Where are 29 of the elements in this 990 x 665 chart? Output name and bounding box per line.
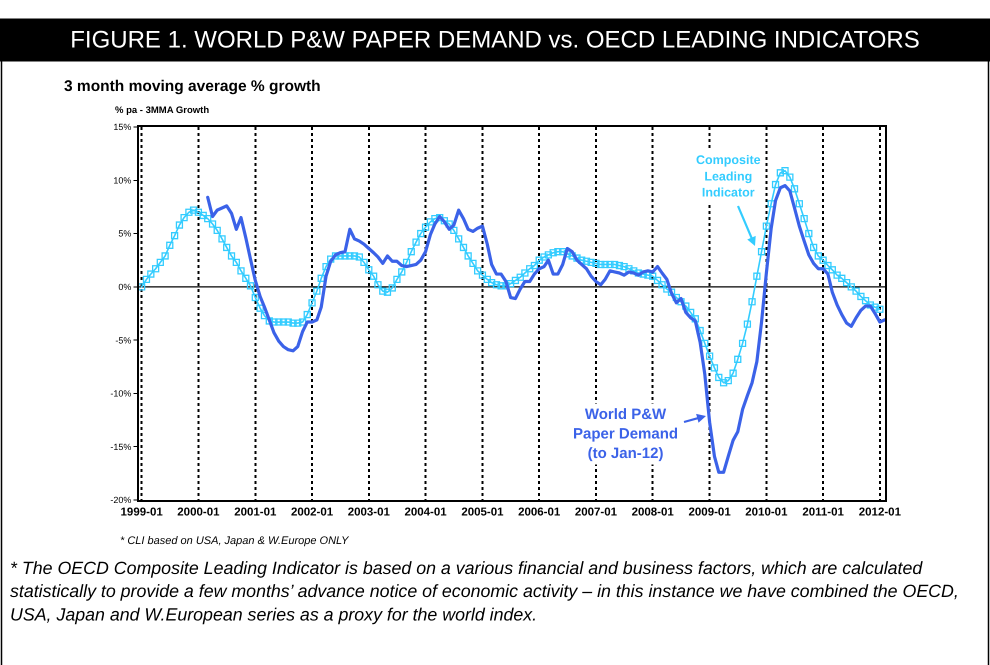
y-tick-label: 0% <box>118 282 132 292</box>
x-tick-label: 1999-01 <box>120 506 164 519</box>
text: * CLI based on USA, Japan & W.Europe ONLY <box>120 535 350 547</box>
text: * The OECD Composite Leading Indicator is based on a various financial and business factors, which are calculated statistically to provide a few months’ advance notice of economic activity – in this instance we have combined the OECD, USA, Japan and W.European series as a proxy for the world index. <box>10 558 959 624</box>
x-tick-label: 2000-01 <box>177 506 220 519</box>
x-tick-label: 2011-01 <box>802 506 845 519</box>
x-tick-label: 2012-01 <box>858 506 902 519</box>
x-tick-label: 2007-01 <box>574 506 618 519</box>
y-tick-label: -20% <box>110 495 132 506</box>
y-tick-label: 5% <box>118 228 132 239</box>
y-axis-title: % pa - 3MMA Growth <box>115 105 210 116</box>
x-tick-label: 2002-01 <box>290 506 334 519</box>
x-tick-label: 2001-01 <box>234 506 277 519</box>
x-tick-label: 2003-01 <box>348 506 390 519</box>
chart-title: FIGURE 1. WORLD P&W PAPER DEMAND vs. OECD LEADING INDICATORS <box>70 26 920 54</box>
y-tick-label: -5% <box>115 335 132 346</box>
x-tick-label: 2008-01 <box>632 506 674 519</box>
x-tick-label: 2004-01 <box>404 506 448 519</box>
series-label: World P&W Paper Demand (to Jan-12) <box>573 406 678 462</box>
x-tick-label: 2010-01 <box>745 506 788 519</box>
y-tick-label: -10% <box>110 388 132 399</box>
x-tick-label: 2005-01 <box>461 506 504 519</box>
series-label: Composite Leading Indicator <box>696 153 761 200</box>
y-tick-label: 15% <box>113 122 132 132</box>
y-tick-label: -15% <box>110 442 132 452</box>
x-tick-label: 2006-01 <box>518 506 561 519</box>
chart-subtitle: 3 month moving average % growth <box>64 78 321 95</box>
x-tick-label: 2009-01 <box>688 506 732 519</box>
y-tick-label: 10% <box>113 175 132 186</box>
